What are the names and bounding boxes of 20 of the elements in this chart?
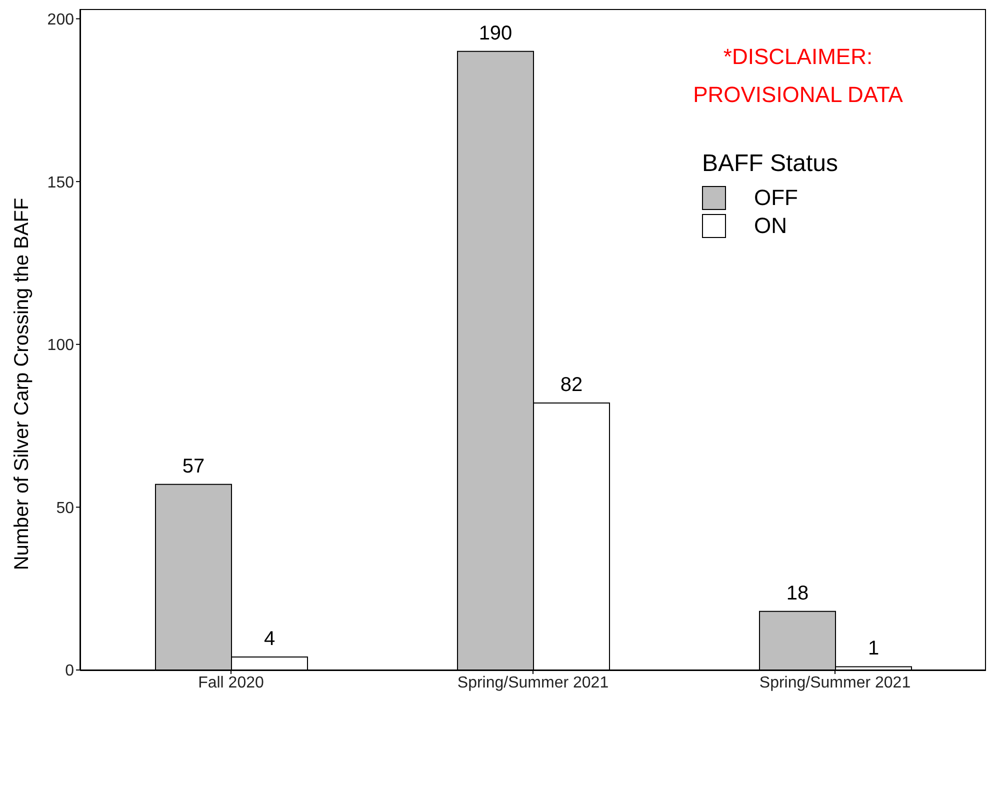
data-label: 18 xyxy=(786,582,809,604)
data-label: 57 xyxy=(182,455,205,478)
annotation: PROVISIONAL DATA xyxy=(692,82,904,108)
data-label: 82 xyxy=(560,374,583,396)
y-tick-label: 150 xyxy=(47,174,74,192)
y-tick-label: 200 xyxy=(47,11,74,28)
data-label: 1 xyxy=(868,638,880,660)
x-tick-label: Spring/Summer 2021 xyxy=(759,674,911,692)
legend-label: OFF xyxy=(754,185,798,211)
annotation: *DISCLAIMER: xyxy=(722,44,874,70)
legend-title: BAFF Status xyxy=(702,150,838,178)
data-label: 190 xyxy=(478,22,512,44)
y-tick-label: 50 xyxy=(56,500,74,517)
x-tick-label: Spring/Summer 2021 xyxy=(457,674,609,692)
data-label: 4 xyxy=(264,628,276,650)
y-tick-label: 100 xyxy=(47,337,74,354)
y-axis-title: Number of Silver Carp Crossing the BAFF xyxy=(10,196,34,572)
y-tick-label: 0 xyxy=(65,662,74,680)
x-tick-label: Fall 2020 xyxy=(198,674,264,692)
legend-label: ON xyxy=(754,213,787,239)
